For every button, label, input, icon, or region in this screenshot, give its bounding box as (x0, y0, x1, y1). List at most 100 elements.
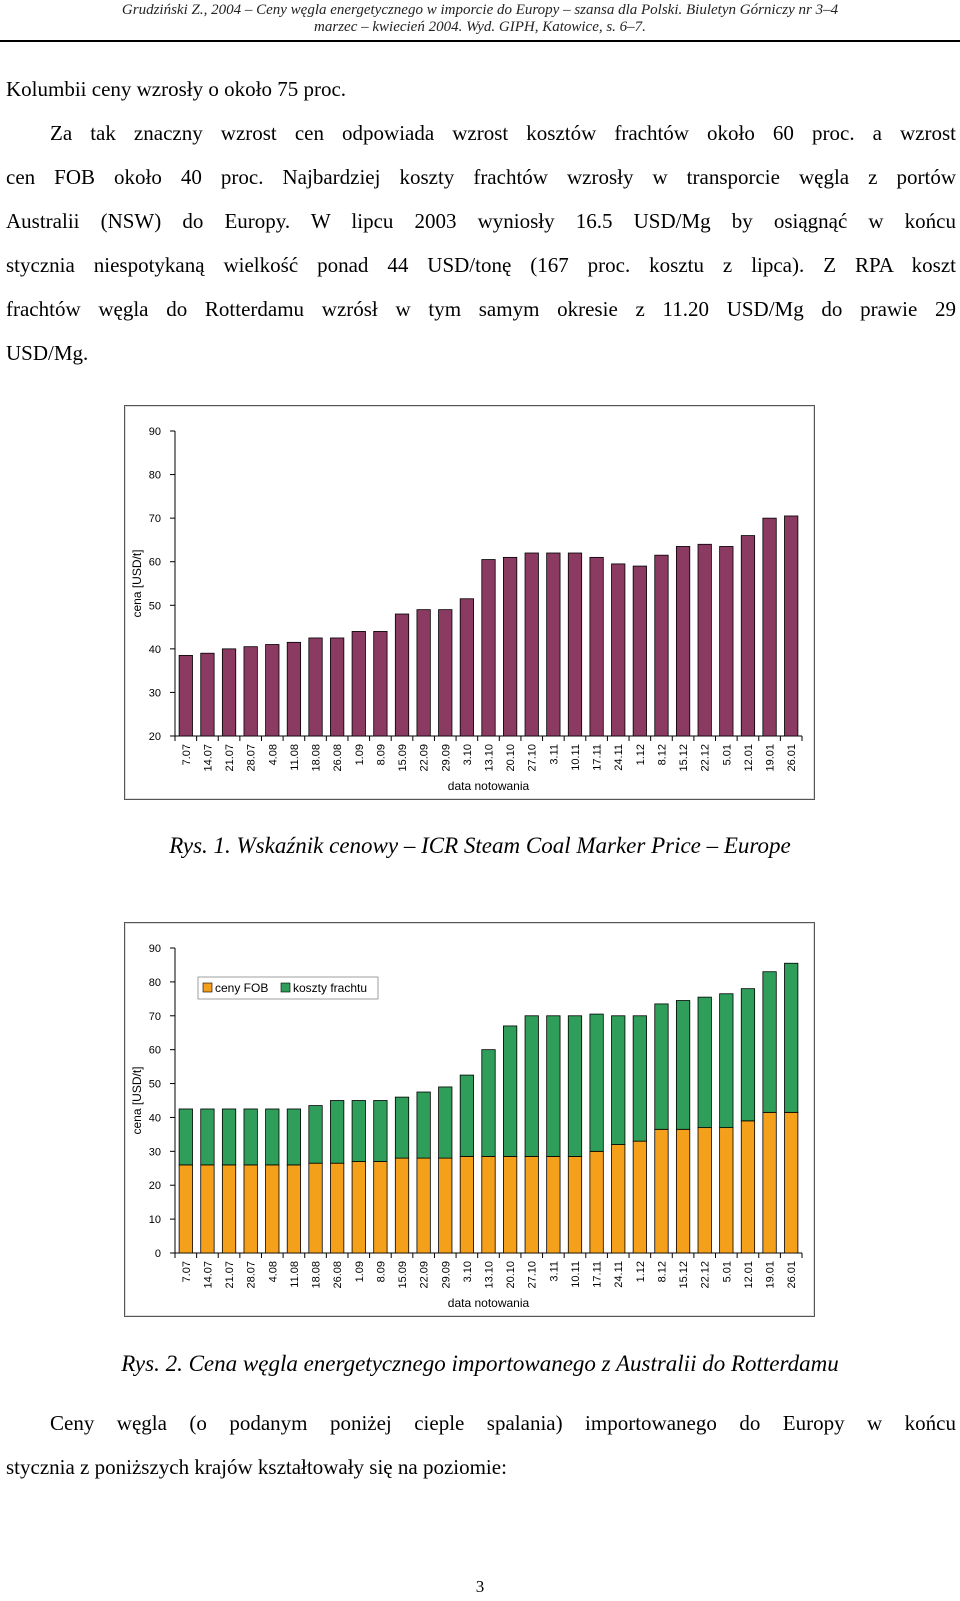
bar-fob (178, 1164, 193, 1254)
bar-freight (416, 1091, 431, 1159)
bar-fob (524, 1156, 539, 1254)
x-tick-label: 4.08 (267, 1261, 279, 1282)
x-tick-label: 14.07 (202, 1261, 214, 1289)
bar-freight (524, 1015, 539, 1157)
legend-label-fob: ceny FOB (215, 981, 268, 995)
page-number: 3 (475, 1577, 485, 1596)
x-axis-title: data notowania (448, 779, 530, 793)
bar (524, 552, 539, 737)
x-tick-label: 1.09 (354, 1261, 366, 1282)
x-tick-label: 15.09 (397, 1261, 409, 1289)
y-tick-label: 30 (149, 687, 161, 699)
bar-freight (762, 971, 777, 1113)
bar-fob (632, 1140, 647, 1254)
bar-freight (438, 1086, 453, 1159)
y-tick-label: 20 (149, 1180, 161, 1192)
bar (675, 546, 691, 737)
x-tick-label: 5.01 (721, 1261, 733, 1282)
header-citation-line-2: marzec – kwiecień 2004. Wyd. GIPH, Katow… (314, 19, 646, 35)
y-tick-label: 80 (149, 977, 161, 989)
bar-fob (589, 1150, 604, 1254)
intro-line: Australii (NSW) do Europy. W lipcu 2003 … (6, 209, 956, 233)
bar (351, 631, 366, 737)
bar-freight (589, 1013, 604, 1152)
bar-freight (611, 1015, 626, 1145)
bar (243, 646, 258, 737)
bar-freight (481, 1049, 496, 1157)
bar-fob (351, 1161, 366, 1254)
y-tick-label: 60 (149, 1045, 161, 1057)
bar-freight (784, 962, 799, 1113)
bar-fob (308, 1162, 323, 1254)
figure-1-svg: 20 30 40 50 60 70 80 90 7.07 14.07 21.07 28.07 4.08 1… (130, 426, 803, 793)
x-tick-label: 19.01 (765, 744, 777, 772)
y-tick-label: 70 (149, 513, 161, 525)
x-tick-label: 26.01 (786, 1261, 798, 1289)
bar-freight (719, 993, 734, 1129)
x-tick-label: 22.12 (700, 1261, 712, 1289)
x-tick-label: 17.11 (592, 744, 604, 771)
x-tick-label: 29.09 (440, 1261, 452, 1289)
bar (719, 546, 734, 737)
x-tick-label: 28.07 (246, 1261, 258, 1289)
x-tick-label: 18.08 (311, 1261, 323, 1289)
x-tick-label: 11.08 (289, 744, 301, 771)
y-tick-label: 60 (149, 557, 161, 569)
bar-freight (330, 1100, 345, 1164)
y-tick-label: 30 (149, 1146, 161, 1158)
y-tick-label: 20 (149, 731, 161, 743)
bar-freight (654, 1003, 669, 1130)
x-tick-label: 4.08 (267, 744, 279, 765)
x-tick-label: 28.07 (246, 744, 258, 772)
bar (697, 543, 712, 737)
x-tick-label: 13.10 (484, 1261, 496, 1289)
bar-fob (481, 1156, 496, 1254)
bar-freight (675, 1000, 691, 1130)
x-tick-label: 7.07 (181, 744, 193, 765)
x-tick-label: 7.07 (181, 1261, 193, 1282)
intro-line: Za tak znaczny wzrost cen odpowiada wzro… (50, 121, 956, 145)
bar-fob (546, 1156, 561, 1254)
bar (265, 644, 280, 737)
bar-freight (394, 1096, 410, 1159)
x-tick-label: 15.09 (397, 744, 409, 772)
figure-1-caption: Rys. 1. Wskaźnik cenowy – ICR Steam Coal… (169, 833, 791, 858)
bar-freight (308, 1105, 323, 1164)
bar-fob (330, 1162, 345, 1254)
x-tick-label: 3.10 (462, 1261, 474, 1282)
y-axis-title: cena [USD/t] (130, 549, 144, 617)
bar (784, 515, 799, 737)
bar (459, 598, 474, 737)
bar-fob (265, 1164, 280, 1254)
figure-2-chart: 0 10 20 30 40 50 60 70 80 90 7.07 14.07 21.07 28.07 4.… (124, 922, 815, 1317)
bar-freight (200, 1108, 215, 1166)
x-tick-label: 10.11 (570, 1261, 582, 1288)
intro-line: cen FOB około 40 proc. Najbardziej koszt… (6, 165, 956, 189)
y-tick-label: 50 (149, 600, 161, 612)
bar-fob (243, 1164, 258, 1254)
legend-label-freight: koszty frachtu (293, 981, 367, 995)
x-tick-label: 22.09 (419, 1261, 431, 1289)
bar (308, 637, 323, 737)
x-tick-label: 27.10 (527, 744, 539, 772)
bar-fob (567, 1156, 583, 1254)
bar-fob (416, 1157, 431, 1254)
x-tick-label: 14.07 (202, 744, 214, 772)
bar-freight (697, 996, 712, 1129)
bar (178, 654, 193, 737)
bar-freight (632, 1015, 647, 1142)
x-tick-label: 5.01 (721, 744, 733, 765)
x-tick-label: 13.10 (484, 744, 496, 772)
x-tick-label: 19.01 (765, 1261, 777, 1289)
x-tick-label: 24.11 (613, 1261, 625, 1288)
bar-fob (611, 1144, 626, 1254)
intro-line: stycznia niespotykaną wielkość ponad 44 … (6, 253, 956, 277)
y-tick-label: 50 (149, 1079, 161, 1091)
x-tick-label: 18.08 (311, 744, 323, 772)
figure-2-svg: 0 10 20 30 40 50 60 70 80 90 7.07 14.07 21.07 28.07 4.… (130, 943, 803, 1310)
outro-paragraph: Ceny węgla (o podanym poniżej cieple spa… (6, 1401, 956, 1489)
y-tick-label: 90 (149, 426, 161, 438)
bar-fob (784, 1111, 799, 1254)
bar (503, 556, 518, 737)
x-tick-label: 21.07 (224, 1261, 236, 1289)
